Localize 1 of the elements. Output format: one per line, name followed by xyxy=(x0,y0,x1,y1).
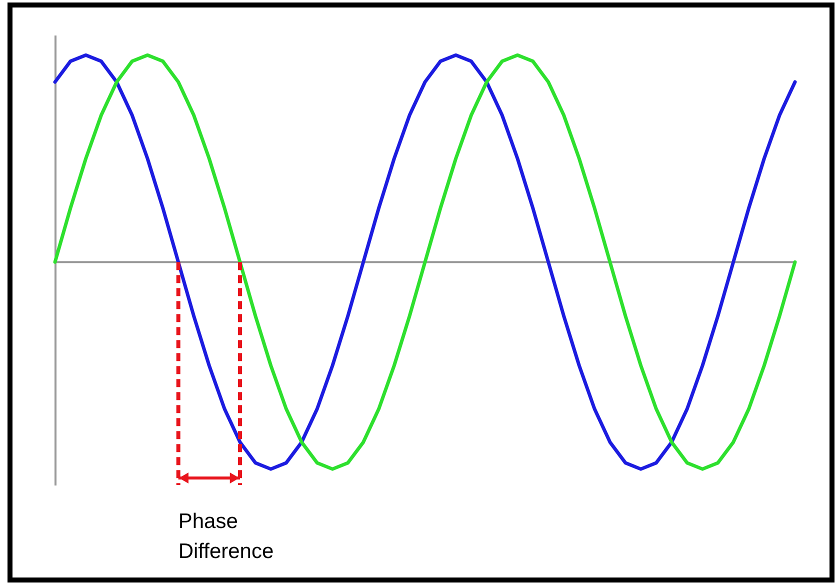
text: Phase Difference xyxy=(178,510,274,563)
